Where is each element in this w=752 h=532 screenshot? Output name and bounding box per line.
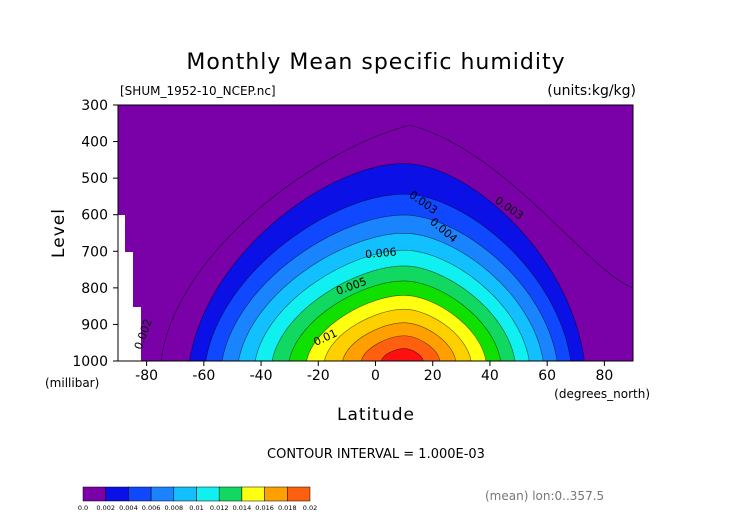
contour-interval-text: CONTOUR INTERVAL = 1.000E-03	[267, 447, 485, 462]
x-tick-label: -40	[250, 368, 273, 384]
colorbar: 0.0 0.002 0.004 0.006 0.008 0.01 0.012 0.014 0.0…	[78, 486, 317, 512]
colorbar-label: 0.002	[96, 504, 115, 512]
contour-line	[288, 280, 502, 362]
colorbar-label: 0.0	[78, 504, 88, 512]
colorbar-label: 0.01	[189, 504, 203, 512]
y-tick-label: 600	[81, 208, 108, 224]
chart-title: Monthly Mean specific humidity	[186, 50, 565, 75]
colorbar-segment	[241, 486, 265, 502]
colorbar-label: 0.018	[278, 504, 297, 512]
x-tick-label: -80	[135, 368, 158, 384]
terrain-mask	[118, 215, 141, 361]
y-tick-label: 500	[81, 171, 108, 187]
colorbar-segment	[82, 486, 106, 502]
y-tick-label: 1000	[72, 354, 108, 370]
x-axis-units: (degrees_north)	[554, 387, 650, 401]
contour-line	[342, 322, 457, 362]
file-label: [SHUM_1952-10_NCEP.nc]	[120, 84, 276, 98]
colorbar-segment	[105, 486, 129, 502]
contour-line	[238, 233, 544, 362]
y-axis-units: (millibar)	[45, 376, 99, 390]
contour-line-outer	[160, 124, 634, 362]
y-tick-label: 400	[81, 135, 108, 151]
colorbar-segment	[196, 486, 220, 502]
x-tick-label: 60	[538, 368, 556, 384]
contour-line	[189, 163, 585, 362]
colorbar-label: 0.012	[210, 504, 229, 512]
x-axis-label: Latitude	[337, 405, 415, 425]
x-tick-label: 0	[371, 368, 380, 384]
x-tick-label: -20	[307, 368, 330, 384]
x-tick-label: -60	[192, 368, 215, 384]
y-tick-label: 300	[81, 98, 108, 114]
y-axis-label: Level	[49, 208, 69, 258]
colorbar-segment	[150, 486, 175, 502]
contour-line	[254, 249, 530, 362]
contour-bands	[189, 163, 585, 361]
colorbar-label: 0.008	[164, 504, 183, 512]
contour-line	[221, 214, 558, 362]
y-tick-label: 700	[81, 244, 108, 260]
contour-line	[205, 193, 572, 362]
colorbar-label: 0.016	[255, 504, 274, 512]
x-tick-label: 20	[424, 368, 442, 384]
colorbar-segment	[218, 486, 243, 502]
colorbar-segment	[287, 486, 311, 502]
colorbar-label: 0.004	[119, 504, 138, 512]
colorbar-label: 0.006	[142, 504, 161, 512]
y-tick-label: 800	[81, 281, 108, 297]
y-axis: 300 400 500 600 700 800 900 1000	[72, 98, 118, 370]
x-axis: -80 -60 -40 -20 0 20 40 60 80	[135, 361, 613, 384]
mean-text: (mean) lon:0..357.5	[485, 489, 604, 503]
colorbar-label: 0.02	[303, 504, 317, 512]
colorbar-label: 0.014	[233, 504, 252, 512]
units-label: (units:kg/kg)	[547, 83, 636, 99]
contour-label: 0.006	[365, 245, 398, 261]
x-tick-label: 80	[595, 368, 613, 384]
y-tick-label: 900	[81, 317, 108, 333]
colorbar-segment	[264, 486, 288, 502]
colorbar-segment	[173, 486, 197, 502]
colorbar-segment	[128, 486, 152, 502]
contour-line	[380, 348, 424, 362]
x-tick-label: 40	[481, 368, 499, 384]
contour-line	[360, 335, 441, 362]
contour-line	[271, 265, 516, 362]
